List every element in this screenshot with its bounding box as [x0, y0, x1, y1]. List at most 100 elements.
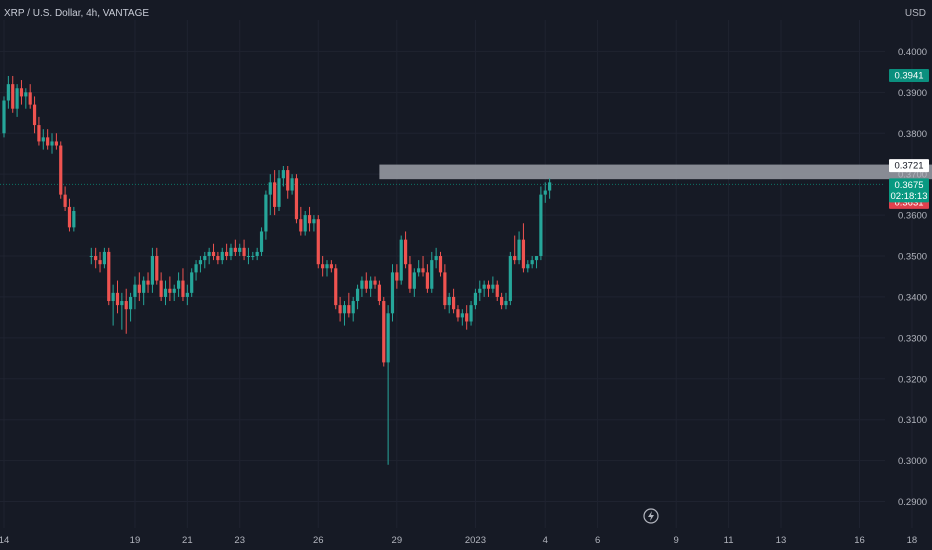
y-tick-label: 0.3300: [898, 333, 927, 344]
resistance-zone: [379, 164, 932, 180]
candle-body: [185, 292, 189, 297]
y-tick-label: 0.3900: [898, 88, 927, 99]
candle-body: [150, 256, 155, 285]
candle-body: [504, 301, 508, 306]
candle-body: [220, 251, 224, 261]
candle-body: [11, 84, 15, 109]
candle-body: [268, 182, 272, 195]
candle-body: [281, 170, 285, 179]
time-axis[interactable]: 14192123262920234691113161820: [0, 535, 932, 546]
candle-body: [194, 264, 198, 273]
candle-body: [242, 247, 246, 257]
candle-body: [163, 288, 168, 297]
candle-body: [107, 251, 111, 302]
candle-body: [342, 305, 347, 314]
candle-body: [517, 239, 521, 261]
candle-body: [351, 301, 355, 314]
candle-body: [72, 211, 76, 228]
y-tick-label: 0.3700: [898, 170, 927, 181]
candle-body: [491, 284, 495, 289]
candle-body: [399, 239, 403, 281]
candle-body: [443, 272, 447, 306]
candle-body: [115, 292, 120, 306]
candle-body: [521, 239, 526, 269]
candle-body: [355, 288, 360, 302]
candle-body: [172, 288, 176, 293]
lightning-icon-circle: [643, 508, 659, 524]
candle-body: [146, 280, 150, 285]
candle-body: [495, 284, 499, 297]
candle-body: [534, 256, 539, 261]
candle-body: [395, 272, 399, 281]
candle-body: [451, 296, 456, 310]
candle-body: [321, 264, 325, 269]
candle-body: [102, 251, 106, 265]
candle-body: [299, 219, 303, 232]
candle-body: [294, 178, 299, 220]
grid-lines: [0, 20, 913, 528]
candle-body: [508, 256, 512, 302]
candle-body: [177, 280, 181, 289]
y-tick-label: 0.4000: [898, 47, 927, 58]
candle-body: [94, 256, 98, 261]
target-price-tag: 0.3941: [894, 71, 923, 82]
candle-body: [526, 264, 530, 269]
candle-body: [198, 260, 203, 265]
x-tick-label: 29: [392, 535, 403, 546]
y-tick-label: 0.3100: [898, 415, 927, 426]
stop-price-tag: 0.3631: [894, 197, 923, 208]
x-tick-label: 14: [0, 535, 9, 546]
x-tick-label: 19: [130, 535, 141, 546]
candle-body: [28, 92, 32, 105]
candle-body: [229, 247, 233, 257]
candle-body: [312, 219, 316, 224]
x-tick-label: 4: [543, 535, 548, 546]
candle-body: [460, 313, 464, 318]
candle-body: [120, 301, 124, 306]
candle-body: [32, 104, 37, 126]
candle-body: [408, 264, 412, 289]
entry-price-tag-bg: [889, 159, 929, 173]
candle-body: [111, 292, 115, 302]
y-tick-label: 0.3000: [898, 456, 927, 467]
candle-body: [159, 280, 163, 297]
candle-body: [325, 264, 329, 269]
candle-body: [259, 231, 264, 252]
candle-body: [543, 190, 547, 195]
candle-body: [168, 288, 172, 293]
candle-body: [63, 194, 67, 207]
x-tick-label: 18: [907, 535, 918, 546]
candle-body: [6, 84, 10, 101]
candle-body: [238, 247, 242, 252]
candle-body: [417, 268, 421, 273]
candle-body: [478, 288, 482, 293]
candle-body: [37, 125, 41, 142]
candle-body: [251, 256, 255, 258]
candle-body: [203, 256, 207, 261]
price-axis[interactable]: 0.2900 0.3000 0.3100 0.3200 0.3300 0.3400 0.35…: [898, 47, 927, 508]
candle-body: [41, 137, 45, 142]
symbol-title: XRP / U.S. Dollar, 4h, VANTAGE: [4, 8, 150, 19]
x-tick-label: 11: [724, 535, 734, 546]
last-price-tag-bg: [889, 178, 929, 203]
lightning-icon[interactable]: [643, 508, 659, 524]
candle-body: [290, 178, 294, 191]
x-tick-label: 26: [313, 535, 324, 546]
candle-body: [465, 313, 469, 322]
candle-body: [19, 88, 24, 97]
candle-body: [430, 260, 434, 289]
candle-body: [273, 182, 277, 207]
candles: [2, 75, 552, 465]
candle-body: [360, 280, 364, 289]
candle-body: [277, 178, 281, 207]
candle-body: [482, 284, 486, 289]
currency-label: USD: [904, 8, 926, 19]
candle-body: [316, 219, 320, 265]
candle-body: [539, 194, 543, 257]
candle-body: [382, 301, 386, 363]
candle-body: [364, 280, 368, 289]
x-tick-label: 2023: [465, 535, 486, 546]
lightning-icon-bolt: [648, 511, 654, 521]
candle-body: [473, 292, 478, 306]
